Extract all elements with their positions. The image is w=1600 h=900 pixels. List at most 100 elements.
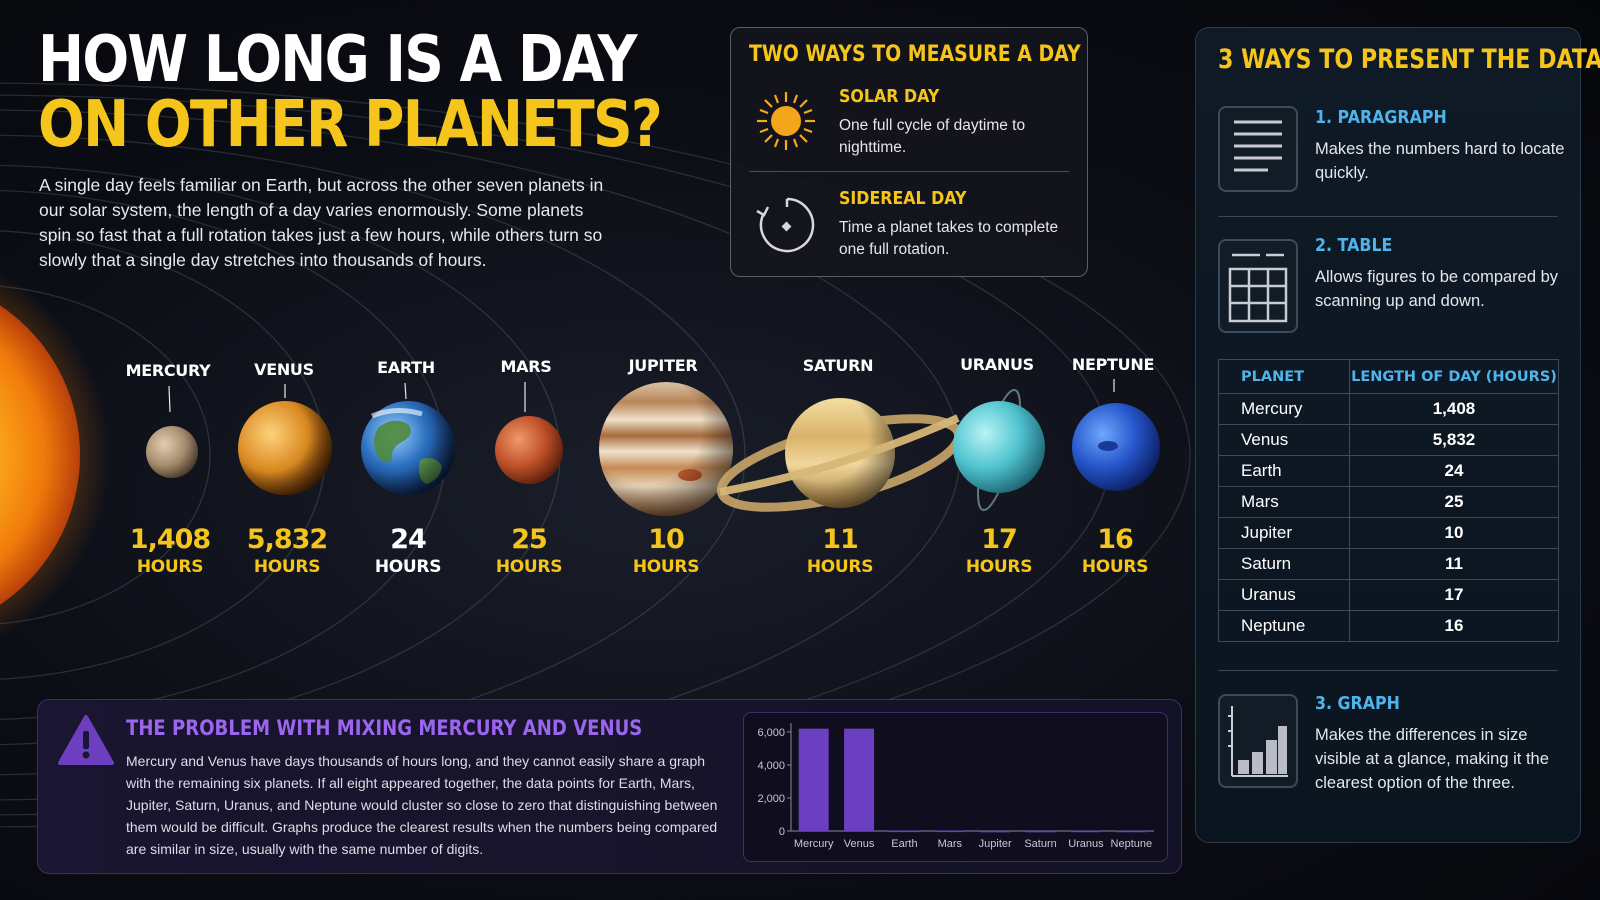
planet-label-venus: VENUS bbox=[254, 360, 314, 379]
sun bbox=[0, 270, 110, 640]
table-cell-planet: Venus bbox=[1218, 424, 1350, 456]
table-icon bbox=[1218, 239, 1298, 333]
planet-value-jupiter: 10 HOURS bbox=[632, 524, 700, 577]
planet-value-mars: 25 HOURS bbox=[495, 524, 563, 577]
value-unit: HOURS bbox=[965, 557, 1033, 577]
table-cell-hours: 17 bbox=[1349, 579, 1559, 611]
value-unit: HOURS bbox=[495, 557, 563, 577]
measure-divider bbox=[749, 171, 1069, 172]
bar-neptune bbox=[1116, 830, 1147, 833]
planet-mars bbox=[495, 416, 563, 484]
value-number: 25 bbox=[511, 524, 548, 555]
planet-uranus bbox=[953, 389, 1045, 511]
y-tick-label: 6,000 bbox=[757, 727, 785, 739]
leader-lines bbox=[168, 379, 1115, 413]
value-unit: HOURS bbox=[374, 557, 442, 577]
planet-label-saturn: SATURN bbox=[802, 356, 874, 375]
bar-chart: 0 2,000 4,000 6,000 Mercury Venus Earth Mars Jup… bbox=[757, 723, 1154, 850]
table-row: Earth 24 bbox=[1218, 455, 1559, 487]
sidereal-day-item: SIDEREAL DAY Time a planet takes to comp… bbox=[839, 188, 1079, 261]
x-tick-label: Mercury bbox=[794, 838, 834, 850]
table-header-row: PLANET LENGTH OF DAY (HOURS) bbox=[1218, 359, 1559, 394]
planet-label-jupiter: JUPITER bbox=[628, 356, 698, 375]
value-number: 11 bbox=[822, 524, 859, 555]
present-divider-1 bbox=[1218, 216, 1558, 217]
table-cell-hours: 10 bbox=[1349, 517, 1559, 549]
value-unit: HOURS bbox=[806, 557, 874, 577]
page-title-line-1: HOW LONG IS A DAY bbox=[38, 23, 637, 97]
table-row: Venus 5,832 bbox=[1218, 424, 1559, 456]
measure-heading: TWO WAYS TO MEASURE A DAY bbox=[749, 42, 1081, 67]
sidereal-day-title: SIDEREAL DAY bbox=[839, 188, 967, 209]
bar-uranus bbox=[1070, 830, 1101, 833]
x-tick-label: Neptune bbox=[1111, 838, 1153, 850]
problem-text: Mercury and Venus have days thousands of… bbox=[126, 753, 718, 857]
x-tick-label: Jupiter bbox=[979, 838, 1012, 850]
table-cell-hours: 16 bbox=[1349, 610, 1559, 642]
planet-mercury bbox=[146, 426, 198, 478]
table-text: Allows figures to be compared by scannin… bbox=[1315, 268, 1559, 310]
solar-day-title: SOLAR DAY bbox=[839, 86, 940, 107]
table-header-planet: PLANET bbox=[1218, 359, 1350, 394]
planet-label-mercury: MERCURY bbox=[125, 361, 211, 380]
sun-icon bbox=[757, 92, 815, 150]
paragraph-text: Makes the numbers hard to locate quickly… bbox=[1315, 140, 1565, 182]
table-row: Neptune 16 bbox=[1218, 610, 1559, 642]
bar-graph-glyph bbox=[1228, 706, 1288, 777]
value-number: 10 bbox=[648, 524, 685, 555]
table-row: Uranus 17 bbox=[1218, 579, 1559, 611]
value-unit: HOURS bbox=[632, 557, 700, 577]
page-title-line-2: ON OTHER PLANETS? bbox=[38, 88, 663, 162]
graph-item: 3. GRAPH Makes the differences in size v… bbox=[1315, 693, 1565, 795]
planet-label-neptune: NEPTUNE bbox=[1071, 355, 1155, 374]
table-cell-planet: Jupiter bbox=[1218, 517, 1350, 549]
graph-text: Makes the differences in size visible at… bbox=[1315, 726, 1549, 792]
table-row: Mars 25 bbox=[1218, 486, 1559, 518]
value-number: 17 bbox=[981, 524, 1018, 555]
table-row: Saturn 11 bbox=[1218, 548, 1559, 580]
x-tick-label: Uranus bbox=[1068, 838, 1104, 850]
x-tick-label: Venus bbox=[844, 838, 875, 850]
x-tick-label: Saturn bbox=[1024, 838, 1056, 850]
present-data-panel: 3 WAYS TO PRESENT THE DATA 1. PARAGRAPH … bbox=[1195, 27, 1600, 843]
table-cell-hours: 5,832 bbox=[1349, 424, 1559, 456]
value-unit: HOURS bbox=[136, 557, 204, 577]
planet-value-neptune: 16 HOURS bbox=[1082, 526, 1149, 576]
x-tick-label: Mars bbox=[938, 838, 963, 850]
measure-panel: TWO WAYS TO MEASURE A DAY SOLAR DAY One … bbox=[730, 27, 1088, 277]
value-number: 24 bbox=[390, 524, 427, 555]
intro-paragraph: A single day feels familiar on Earth, bu… bbox=[39, 175, 604, 270]
paragraph-icon bbox=[1218, 106, 1298, 192]
bar-mercury bbox=[798, 728, 829, 831]
problem-heading: THE PROBLEM WITH MIXING MERCURY AND VENU… bbox=[126, 716, 643, 740]
present-divider-2 bbox=[1218, 670, 1558, 671]
solar-day-item: SOLAR DAY One full cycle of daytime to n… bbox=[839, 86, 1079, 159]
table-cell-planet: Mercury bbox=[1218, 393, 1350, 425]
y-tick-label: 2,000 bbox=[757, 793, 785, 805]
bar-earth bbox=[889, 830, 920, 833]
paragraph-item: 1. PARAGRAPH Makes the numbers hard to l… bbox=[1315, 107, 1565, 185]
value-unit: HOURS bbox=[253, 557, 321, 577]
table-cell-hours: 24 bbox=[1349, 455, 1559, 487]
day-length-table: PLANET LENGTH OF DAY (HOURS) Mercury 1,40… bbox=[1218, 359, 1559, 642]
table-row: Jupiter 10 bbox=[1218, 517, 1559, 549]
sidereal-day-text: Time a planet takes to complete one full… bbox=[839, 219, 1059, 258]
value-number: 1,408 bbox=[129, 524, 211, 555]
graph-title: 3. GRAPH bbox=[1315, 693, 1400, 714]
planet-value-saturn: 11 HOURS bbox=[806, 524, 874, 577]
planet-value-venus: 5,832 HOURS bbox=[247, 526, 328, 577]
solar-day-text: One full cycle of daytime to nighttime. bbox=[839, 117, 1026, 156]
paragraph-lines bbox=[1234, 120, 1282, 172]
rotation-icon bbox=[756, 197, 815, 253]
table-grid bbox=[1228, 253, 1288, 323]
planet-venus bbox=[238, 401, 332, 495]
table-cell-hours: 25 bbox=[1349, 486, 1559, 518]
planet-label-mars: MARS bbox=[500, 357, 552, 376]
bar-mars bbox=[934, 830, 965, 833]
table-row: Mercury 1,408 bbox=[1218, 393, 1559, 425]
table-title: 2. TABLE bbox=[1315, 235, 1393, 256]
table-cell-planet: Mars bbox=[1218, 486, 1350, 518]
paragraph-title: 1. PARAGRAPH bbox=[1315, 107, 1447, 128]
table-cell-planet: Uranus bbox=[1218, 579, 1350, 611]
